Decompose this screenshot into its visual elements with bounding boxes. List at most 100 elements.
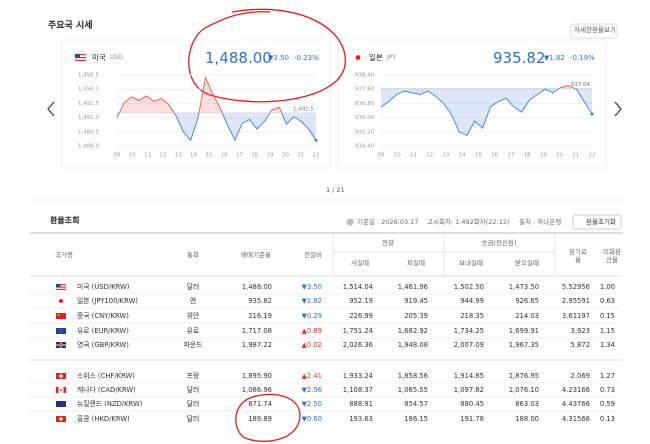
card-change: ▼1.82 [544,54,565,62]
column-header: 통화 [187,251,199,259]
card-country[interactable]: 미국 [92,53,106,62]
column-subheader: 파실때 [407,259,425,267]
change-cell: ▼2.50 [301,399,322,408]
card-value: 935.82 [493,49,546,67]
next-arrow[interactable] [614,101,622,117]
table-cell: 1,488.00 [241,282,272,291]
table-cell: 1,682.92 [397,326,428,335]
x-tick-label: 18 [251,153,258,159]
detail-button-frame[interactable] [570,23,618,39]
table-cell: 4.23166 [561,385,590,394]
table-cell: 1,076.10 [508,385,539,394]
card-code: JPY [387,54,396,61]
table-cell: 944.99 [460,296,484,305]
country-name[interactable]: 중국 (CNY/KRW) [77,311,129,320]
row-flags [55,283,67,422]
change-cell: ▼2.96 [301,385,322,394]
x-tick-label: 16 [221,153,228,159]
table-cell: 214.03 [515,311,539,320]
column-subheader: 받으실때 [515,259,539,267]
country-name[interactable]: 스위스 (CHF/KRW) [77,371,135,380]
table-cell: 1,108.37 [342,385,373,394]
table-cell: 파운드 [183,340,203,349]
table-cell: 0.63 [599,296,615,305]
table-cell: 2,026.36 [342,340,373,349]
base-date: 기준일 : 2026.03.17 [357,218,419,226]
x-tick-label: 19 [267,153,274,159]
table-cell: 1,858.56 [397,371,428,380]
table-cell: 달러 [186,385,200,394]
x-tick-label: 20 [282,153,289,159]
table-cell: 0.59 [599,399,615,408]
column-header: 미화환산율 [603,248,621,265]
change-cell: ▲2.41 [301,371,322,380]
country-name[interactable]: 뉴질랜드 (NZD/KRW) [77,399,143,408]
y-tick-label: 1,489.5 [78,129,99,135]
table-cell: 1,876.95 [508,371,539,380]
country-name[interactable]: 일본 (JPY100/KRW) [77,296,138,305]
table-cell: 952.19 [349,296,373,305]
x-tick-label: 22 [589,153,596,159]
table-cell: 188.00 [515,414,539,423]
table-cell: 달러 [186,414,200,423]
country-name[interactable]: 캐나다 (CAD/KRW) [77,385,136,394]
x-tick-label: 21 [297,153,304,159]
change-cell: ▲0.02 [301,340,322,349]
prev-arrow[interactable] [47,101,55,117]
table-cell: 1,473.50 [508,282,539,291]
table-cell: 888.91 [349,399,373,408]
detail-button[interactable]: 자세한환율보기 [574,26,616,34]
table-cell: 달러 [186,399,200,408]
mini-charts: 1,488.0 1,489.5 1,491.0 1,492.5 1,494.0 1,495… [78,73,596,159]
country-name[interactable]: 미국 (USD/KRW) [77,282,130,291]
table-cell: 926.65 [515,296,539,305]
reset-button[interactable]: 환율초기화 [586,218,616,226]
y-tick-label: 936.80 [355,101,375,107]
country-name[interactable]: 유로 (EUR/KRW) [77,326,129,335]
table-cell: 유로 [186,326,200,335]
card-country[interactable]: 일본 [369,53,383,62]
area-fill [117,112,316,141]
pagination: 1 / 21 [326,186,345,194]
card-frame [337,39,607,169]
table-cell: 5.872 [570,340,590,349]
x-tick-label: 13 [175,153,182,159]
table-cell: 3.61197 [561,311,590,320]
x-tick-label: 10 [394,153,401,159]
y-tick-label: 935.20 [355,129,375,135]
table-cell: 0.15 [599,311,615,320]
x-tick-label: 14 [459,153,466,159]
table-cell: 871.74 [248,399,272,408]
card-change: ▼3.50 [268,54,289,62]
highlight-circle [235,393,301,442]
table-cell: 216.19 [248,311,272,320]
x-tick-label: 11 [144,153,151,159]
reset-button-frame[interactable] [572,214,622,230]
column-subheader: 보내실때 [459,259,483,267]
x-tick-label: 10 [129,153,136,159]
column-header: 국가명 [55,251,73,259]
table-cell: 2,007.09 [453,340,484,349]
column-header: 환가료율 [569,248,587,265]
table-cell: 달러 [186,282,200,291]
table-cell: 1.00 [599,282,615,291]
country-name[interactable]: 영국 (GBP/KRW) [77,340,129,349]
price-line [117,112,316,142]
table-cell: 1,097.82 [453,385,484,394]
change-cell: ▲0.89 [301,326,322,335]
table-cell: 226.99 [349,311,373,320]
country-name[interactable]: 홍콩 (HKD/KRW) [77,414,130,423]
mini-chart: 1,488.0 1,489.5 1,491.0 1,492.5 1,494.0 1,495… [78,73,320,159]
table-cell: 205.39 [404,311,428,320]
x-tick-label: 19 [540,153,547,159]
card-rate: -0.19% [570,54,595,62]
x-tick-label: 22 [313,153,320,159]
table-cell: 1,987.22 [241,340,272,349]
table-cell: 191.78 [460,414,484,423]
table-cell: 3.923 [570,326,590,335]
table-cell: 1,895.90 [241,371,272,380]
y-tick-label: 936.00 [355,115,375,121]
table-cell: 189.89 [248,414,272,423]
y-tick-label: 938.40 [355,73,375,79]
table-cell: 프랑 [186,371,200,380]
